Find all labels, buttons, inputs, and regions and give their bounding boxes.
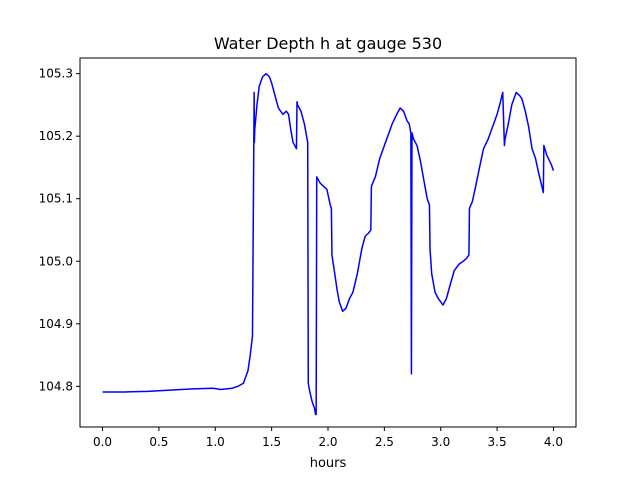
y-tick-label: 105.2 <box>39 129 73 143</box>
y-tick-label: 105.0 <box>39 254 73 268</box>
x-tick-label: 0.5 <box>149 435 168 449</box>
x-tick-label: 1.0 <box>206 435 225 449</box>
y-tick-label: 105.1 <box>39 192 73 206</box>
y-tick-label: 104.8 <box>39 379 73 393</box>
x-tick-label: 0.0 <box>93 435 112 449</box>
x-tick-label: 4.0 <box>544 435 563 449</box>
x-tick-label: 2.5 <box>375 435 394 449</box>
y-tick-label: 104.9 <box>39 317 73 331</box>
x-axis-label: hours <box>310 456 347 471</box>
y-tick-label: 105.3 <box>39 67 73 81</box>
axes-group: 0.0 0.5 1.0 1.5 2.0 2.5 3.0 3.5 4.0 104.8 104.9 105… <box>39 57 577 449</box>
plot-content <box>102 72 555 416</box>
x-tick-label: 2.0 <box>318 435 337 449</box>
x-tick-label: 1.5 <box>262 435 281 449</box>
chart-title: Water Depth h at gauge 530 <box>214 34 442 53</box>
x-tick-label: 3.0 <box>431 435 450 449</box>
x-tick-label: 3.5 <box>488 435 507 449</box>
series-line-0 <box>102 72 555 416</box>
